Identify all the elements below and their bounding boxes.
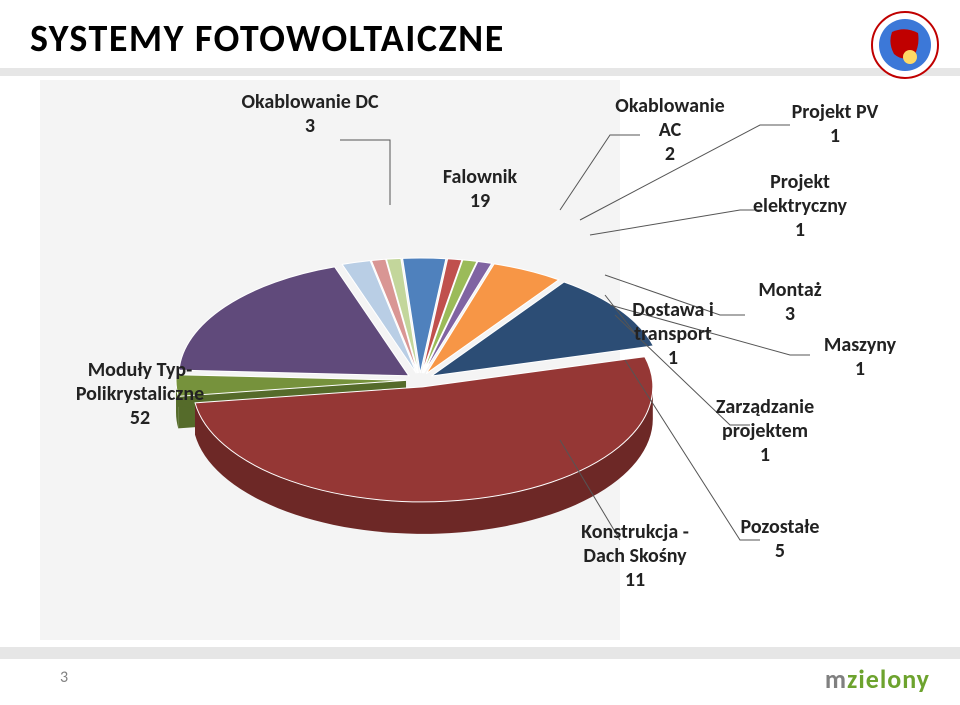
slice-label: Zarządzanie projektem 1 <box>680 395 850 467</box>
slice-label: Falownik 19 <box>420 165 540 213</box>
pie-chart-container: Okablowanie DC 3 Falownik 19 Okablowanie A… <box>0 80 960 640</box>
slice-label: Dostawa i transport 1 <box>608 298 738 370</box>
slice-label: Moduły Typ- Polikrystaliczne 52 <box>40 358 240 430</box>
slice-label: Projekt elektryczny 1 <box>720 170 880 242</box>
page-title: SYSTEMY FOTOWOLTAICZNE <box>30 16 505 62</box>
brand-logo <box>870 10 940 80</box>
slice-label: Okablowanie DC 3 <box>220 90 400 138</box>
slice-label: Okablowanie AC 2 <box>595 94 745 166</box>
slice-label: Konstrukcja - Dach Skośny 11 <box>550 520 720 592</box>
footer-logo-suffix: zielony <box>847 663 930 695</box>
footer-logo-prefix: m <box>825 663 847 695</box>
strip-top <box>0 68 960 76</box>
strip-bottom <box>0 647 960 659</box>
slice-label: Projekt PV 1 <box>770 100 900 148</box>
slice-label: Montaż 3 <box>740 278 840 326</box>
slice-label: Maszyny 1 <box>805 333 915 381</box>
page-number: 3 <box>60 668 68 687</box>
slice-label: Pozostałe 5 <box>720 515 840 563</box>
leader-line <box>340 140 390 205</box>
footer-logo: mzielony <box>825 663 930 695</box>
